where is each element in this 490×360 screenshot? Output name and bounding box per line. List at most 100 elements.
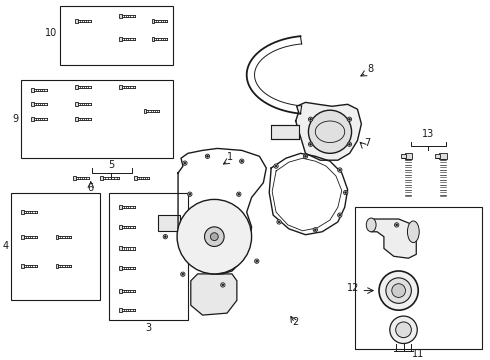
Circle shape (396, 224, 398, 226)
Polygon shape (75, 102, 78, 106)
Circle shape (313, 228, 318, 232)
Circle shape (240, 159, 244, 163)
Bar (439, 153, 447, 159)
Polygon shape (295, 102, 362, 160)
Circle shape (347, 142, 351, 147)
Circle shape (347, 117, 351, 121)
Polygon shape (55, 235, 58, 239)
Polygon shape (119, 308, 122, 312)
Text: 13: 13 (422, 129, 434, 139)
Circle shape (182, 273, 184, 275)
Polygon shape (436, 154, 441, 158)
Polygon shape (73, 176, 76, 180)
Circle shape (277, 220, 281, 224)
Circle shape (338, 213, 342, 217)
Circle shape (390, 316, 417, 343)
Circle shape (348, 118, 350, 120)
Circle shape (222, 284, 224, 286)
Text: 6: 6 (88, 183, 94, 193)
Ellipse shape (408, 221, 419, 243)
Polygon shape (75, 117, 78, 121)
Text: 1: 1 (227, 152, 233, 162)
Circle shape (237, 192, 241, 196)
Polygon shape (401, 154, 406, 158)
Text: 2: 2 (293, 317, 299, 327)
Text: 5: 5 (108, 160, 115, 170)
Circle shape (339, 169, 341, 171)
Polygon shape (119, 266, 122, 270)
Circle shape (184, 162, 186, 164)
Circle shape (275, 165, 277, 167)
Circle shape (181, 272, 185, 276)
Circle shape (238, 193, 240, 195)
Circle shape (394, 223, 399, 227)
Polygon shape (75, 85, 78, 89)
Text: 8: 8 (368, 64, 373, 74)
Text: 12: 12 (347, 283, 360, 293)
Circle shape (348, 143, 350, 145)
Polygon shape (119, 289, 122, 293)
Polygon shape (31, 117, 34, 121)
Circle shape (392, 284, 406, 297)
Text: 3: 3 (146, 323, 152, 333)
Polygon shape (119, 37, 122, 41)
Polygon shape (31, 102, 34, 106)
Circle shape (188, 192, 192, 196)
Circle shape (304, 155, 306, 157)
Circle shape (204, 227, 224, 247)
Circle shape (274, 164, 278, 168)
Ellipse shape (367, 218, 376, 232)
Bar (158, 215, 180, 231)
Circle shape (278, 221, 280, 223)
Polygon shape (191, 274, 237, 315)
Bar (11, 193, 99, 300)
Circle shape (386, 278, 412, 303)
Text: 10: 10 (45, 28, 57, 38)
Circle shape (308, 117, 313, 121)
Text: 7: 7 (365, 139, 370, 148)
Circle shape (163, 234, 168, 239)
Polygon shape (119, 14, 122, 18)
Text: 9: 9 (12, 114, 18, 124)
Polygon shape (99, 176, 103, 180)
Circle shape (310, 118, 312, 120)
Polygon shape (119, 85, 122, 89)
Circle shape (256, 260, 258, 262)
Polygon shape (119, 247, 122, 251)
Polygon shape (371, 219, 416, 258)
Bar (354, 207, 482, 350)
Circle shape (255, 259, 259, 263)
Text: 4: 4 (2, 242, 8, 252)
Polygon shape (119, 225, 122, 229)
Circle shape (177, 199, 251, 274)
Circle shape (183, 161, 187, 165)
Circle shape (308, 110, 351, 153)
Circle shape (241, 160, 243, 162)
Circle shape (396, 322, 412, 338)
Circle shape (210, 233, 218, 240)
Polygon shape (55, 264, 58, 268)
Circle shape (303, 154, 308, 158)
Circle shape (308, 142, 313, 147)
Bar (271, 125, 298, 139)
Polygon shape (21, 235, 24, 239)
Circle shape (344, 192, 346, 194)
Polygon shape (31, 87, 34, 91)
Polygon shape (144, 109, 147, 113)
Circle shape (379, 271, 418, 310)
Circle shape (189, 193, 191, 195)
Polygon shape (75, 19, 78, 23)
Text: 11: 11 (412, 349, 424, 359)
Circle shape (310, 143, 312, 145)
Circle shape (220, 283, 225, 287)
Bar (109, 193, 188, 320)
Bar (60, 6, 173, 65)
Circle shape (338, 168, 342, 172)
Circle shape (314, 229, 316, 231)
Bar (405, 153, 413, 159)
Polygon shape (21, 264, 24, 268)
Polygon shape (134, 176, 137, 180)
Polygon shape (119, 205, 122, 209)
Circle shape (339, 214, 341, 216)
Circle shape (164, 236, 166, 238)
